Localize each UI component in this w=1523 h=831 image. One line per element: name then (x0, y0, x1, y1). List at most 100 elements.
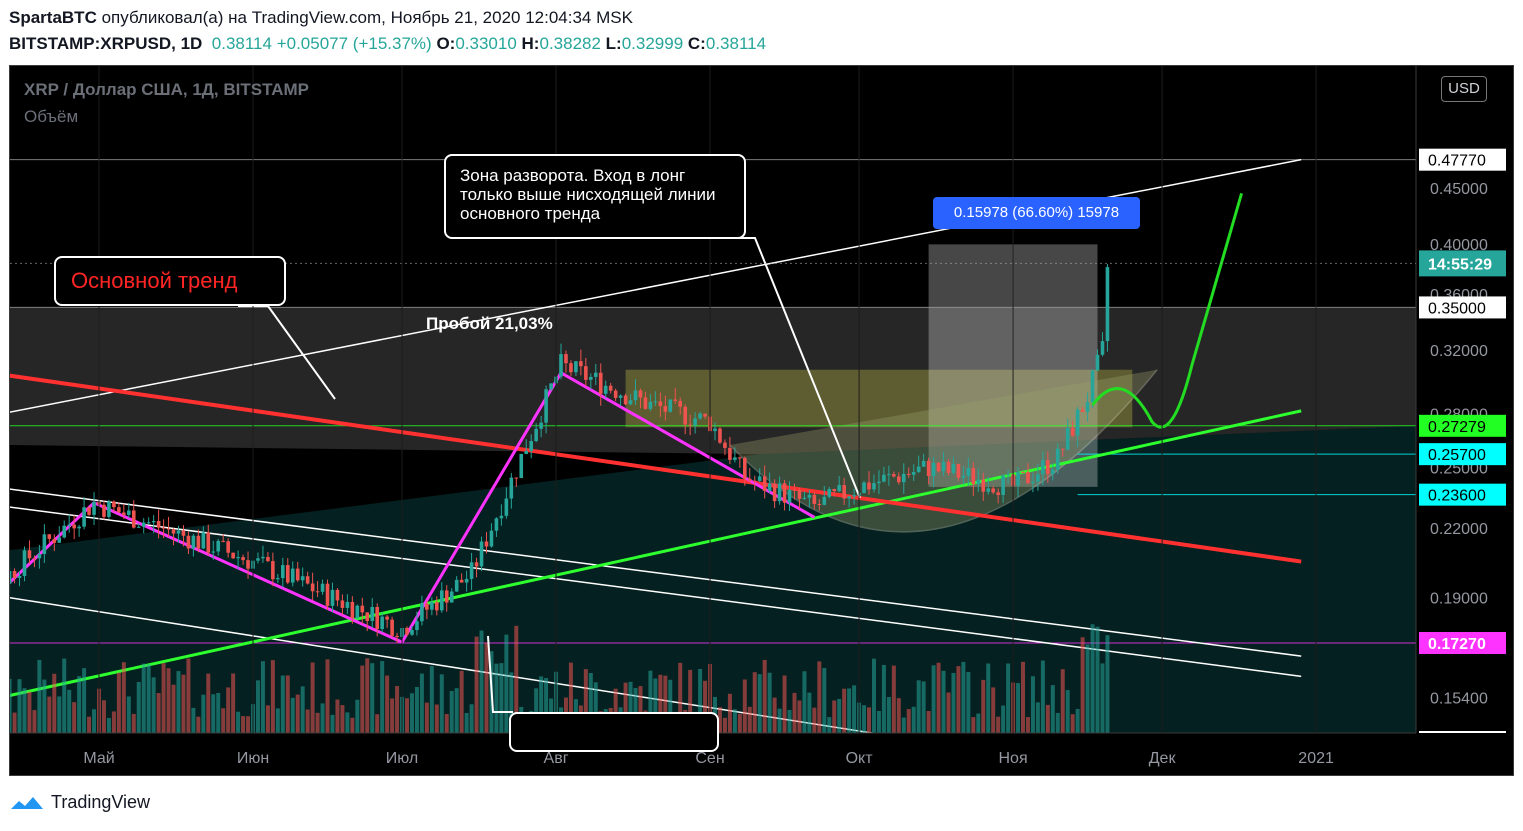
candle-body (196, 535, 201, 549)
author-name[interactable]: SpartaBTC (9, 8, 97, 27)
candle-body (603, 385, 608, 394)
candle-body (1100, 341, 1105, 355)
volume-bar (871, 658, 876, 733)
candle-body (847, 496, 851, 499)
candle-body (420, 603, 424, 622)
volume-bar (241, 716, 246, 733)
footer-brand[interactable]: TradingView (9, 792, 150, 813)
measure-label: 0.15978 (66.60%) 15978 (933, 197, 1140, 229)
volume-bar (42, 679, 47, 733)
volume-bar (961, 661, 966, 733)
candle-body (901, 473, 906, 483)
low-label: L: (605, 34, 622, 53)
candle-body (628, 400, 633, 405)
time-tick-label: 2021 (1298, 750, 1334, 767)
candle-body (325, 583, 330, 606)
candle-body (956, 464, 961, 478)
candle-body (1041, 460, 1045, 475)
volume-bar (111, 711, 116, 733)
candle-body (688, 424, 692, 426)
candle-body (370, 607, 375, 621)
candle-body (216, 540, 221, 552)
candle-body (921, 460, 926, 467)
candle-body (534, 428, 538, 442)
price-badge-label: 0.17270 (1428, 636, 1486, 653)
volume-bar (668, 679, 673, 733)
volume-bar (762, 659, 767, 733)
candle-body (529, 441, 533, 451)
volume-bar (688, 669, 693, 733)
candle-body (22, 550, 27, 576)
candle-body (643, 397, 648, 409)
candle-body (156, 520, 161, 528)
volume-bar (10, 678, 12, 733)
candle-body (355, 605, 360, 619)
reversal-zone-callout: Зона разворота. Вход в лонг только выше … (444, 154, 746, 239)
candle-body (435, 602, 439, 611)
candle-body (246, 560, 250, 569)
candle-body (713, 428, 717, 432)
candle-body (395, 635, 399, 638)
candle-body (584, 366, 588, 380)
candle-body (882, 474, 886, 482)
chart-frame[interactable]: 0.450000.400000.360000.320000.280000.250… (9, 65, 1514, 776)
volume-bar (57, 696, 62, 733)
volume-bar (484, 642, 489, 733)
volume-bar (330, 714, 335, 733)
candle-body (633, 390, 638, 401)
volume-bar (663, 675, 668, 733)
volume-bar (126, 696, 131, 733)
price-chart[interactable]: 0.450000.400000.360000.320000.280000.250… (10, 66, 1514, 776)
candle-body (499, 515, 504, 519)
volume-bar (772, 697, 777, 733)
volume-bar (583, 669, 588, 733)
price-change: +0.05077 (+15.37%) (276, 34, 432, 53)
candle-body (1036, 474, 1040, 482)
candle-body (593, 372, 598, 377)
candle-body (961, 475, 966, 478)
volume-bar (191, 707, 196, 733)
candle-body (474, 562, 479, 567)
candle-body (842, 485, 846, 499)
candle-body (718, 428, 722, 443)
volume-bar (246, 716, 251, 733)
candle-body (911, 471, 916, 475)
candle-body (663, 406, 668, 412)
volume-bar (901, 717, 906, 733)
volume-bar (817, 661, 822, 733)
candle-body (117, 507, 121, 513)
volume-bar (926, 711, 931, 733)
candle-body (141, 522, 146, 527)
candle-body (986, 488, 991, 492)
candle-body (122, 512, 126, 515)
time-tick-label: Ноя (999, 750, 1028, 767)
volume-bar (17, 679, 22, 733)
volume-bar (1105, 635, 1110, 733)
volume-bar (1040, 660, 1045, 733)
currency-button[interactable]: USD (1441, 76, 1487, 102)
volume-bar (211, 694, 216, 733)
volume-bar (539, 676, 544, 733)
candle-body (1001, 475, 1005, 495)
candle-body (27, 550, 32, 559)
volume-bar (1085, 644, 1090, 733)
candle-body (658, 401, 663, 407)
volume-bar (206, 673, 211, 733)
volume-bar (698, 669, 703, 733)
candle-body (151, 520, 156, 523)
volume-bar (131, 713, 136, 733)
candle-body (837, 485, 841, 492)
candle-body (589, 376, 593, 380)
volume-bar (1070, 714, 1075, 733)
time-tick-label: Июн (237, 750, 269, 767)
volume-bar (906, 709, 911, 733)
tradingview-logo-icon (11, 796, 43, 809)
volume-bar (896, 698, 901, 733)
candle-body (290, 568, 295, 583)
candle-body (77, 526, 81, 529)
candle-body (638, 390, 643, 398)
candle-body (822, 496, 827, 505)
volume-bar (747, 706, 752, 733)
volume-bar (638, 686, 643, 733)
candle-body (559, 354, 563, 377)
